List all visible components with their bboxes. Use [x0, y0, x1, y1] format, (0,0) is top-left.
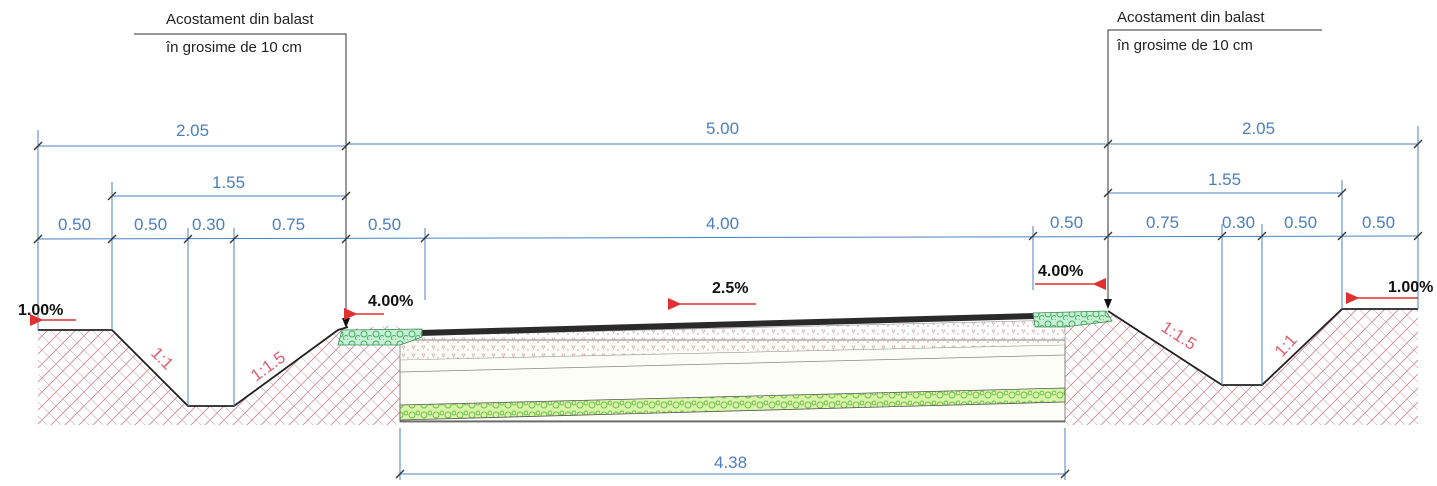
dim-line-segments	[37, 235, 1419, 240]
dim-right-seg1: 0.50	[1362, 213, 1395, 232]
dim-left-seg2: 0.50	[134, 215, 167, 234]
dim-left-shoulder: 0.50	[368, 215, 401, 234]
dim-right-ditch: 1.55	[1208, 170, 1241, 189]
asphalt-layer	[420, 313, 1035, 336]
dim-left-total: 2.05	[176, 121, 209, 140]
right-note-line2: în grosime de 10 cm	[1116, 37, 1253, 54]
left-ballast-shoulder	[337, 328, 423, 346]
right-terrain	[1065, 309, 1418, 425]
slope-left-shoulder: 4.00%	[368, 293, 413, 310]
left-note-line1: Acostament din balast	[166, 11, 314, 28]
left-note-leader	[134, 33, 347, 325]
dim-right-shoulder: 0.50	[1050, 213, 1083, 232]
left-note-line2: în grosime de 10 cm	[165, 39, 302, 56]
slope-right-shoulder: 4.00%	[1038, 263, 1083, 280]
right-note-line1: Acostament din balast	[1117, 9, 1265, 26]
dim-left-seg1: 0.50	[58, 215, 91, 234]
dim-carriageway: 4.00	[706, 214, 739, 233]
dim-left-seg3: 0.30	[192, 215, 225, 234]
right-leader-arrowhead	[1104, 299, 1112, 309]
dim-right-seg3: 0.30	[1222, 213, 1255, 232]
right-ballast-shoulder	[1032, 310, 1113, 328]
layer-separator	[399, 354, 1066, 373]
dim-base-width: 4.38	[714, 453, 747, 472]
dim-center-total: 5.00	[706, 119, 739, 138]
left-leader-arrowhead	[342, 318, 350, 328]
dim-left-ditch: 1.55	[212, 173, 245, 192]
sand-layer	[399, 319, 1066, 361]
slope-road: 2.5%	[712, 280, 748, 297]
left-ground-line	[38, 326, 349, 407]
subbase-layer	[399, 387, 1066, 421]
dim-right-seg2: 0.50	[1284, 213, 1317, 232]
left-terrain	[38, 325, 400, 425]
dim-left-seg4: 0.75	[272, 215, 305, 234]
right-note-leader	[1107, 29, 1322, 306]
slope-right-edge: 1.00%	[1388, 279, 1433, 296]
dim-right-total: 2.05	[1242, 119, 1275, 138]
slope-left-edge: 1.00%	[18, 302, 63, 319]
dim-right-seg4: 0.75	[1146, 213, 1179, 232]
